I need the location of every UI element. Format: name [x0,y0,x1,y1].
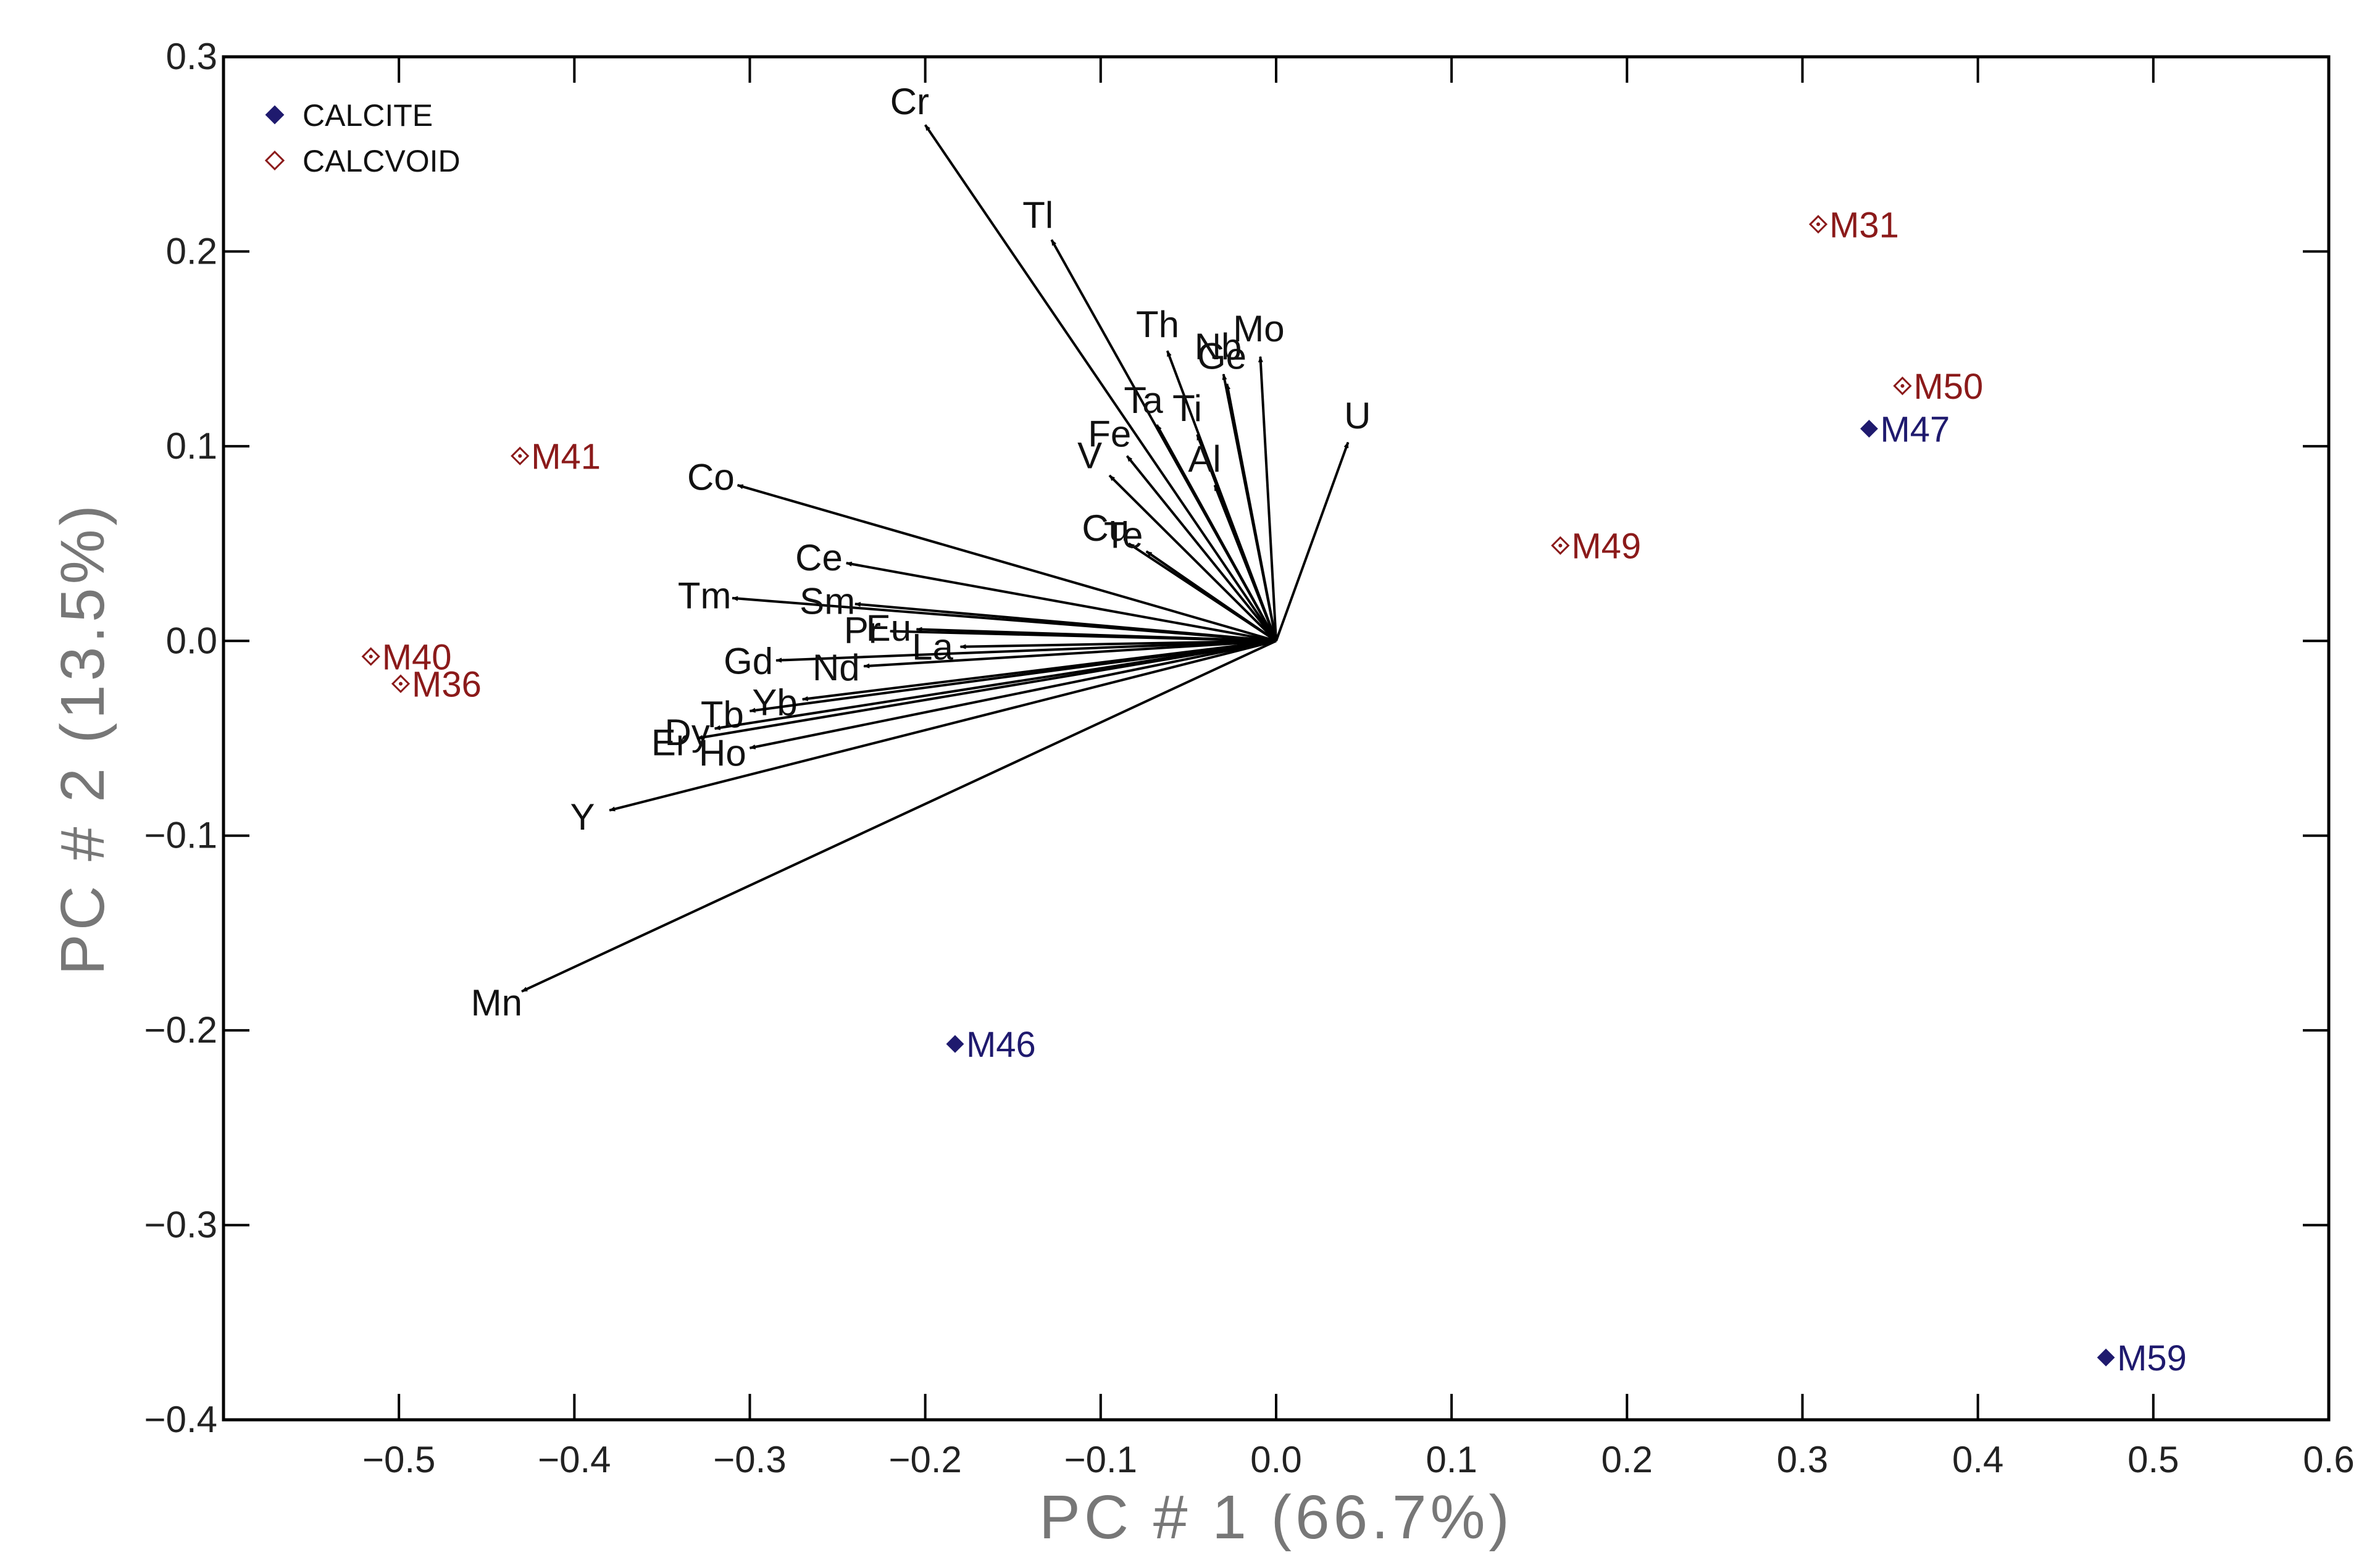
loading-arrow-v [1108,474,1277,642]
y-tick-label: 0.2 [166,230,217,272]
data-point-center [369,654,373,659]
legend-marker-calcite [265,105,285,125]
loading-label-nb: Nb [1195,326,1242,367]
loading-label-mn: Mn [471,982,522,1023]
x-tick-label: 0.1 [1426,1439,1477,1480]
loading-arrow-ge [1225,383,1277,641]
legend-marker-calcvoid [264,150,285,171]
loading-label-al: Al [1188,438,1221,480]
loading-label-pr: Pr [844,609,881,651]
x-tick-label: 0.3 [1777,1439,1828,1480]
x-axis-label: PC # 1 (66.7%) [1039,1483,1513,1552]
loading-label-ti: Ti [1172,388,1202,429]
data-point-label-m36: M36 [412,665,482,705]
loading-arrow-ce [845,561,1277,643]
data-point-center [399,681,403,686]
data-point-m59 [2097,1348,2115,1367]
y-tick-label: −0.3 [144,1204,217,1246]
loading-label-te: Te [1104,515,1143,556]
loading-label-nd: Nd [812,647,860,688]
legend: CALCITE CALCVOID [264,98,461,178]
data-point-label-m59: M59 [2117,1338,2187,1378]
data-point-label-m50: M50 [1913,367,1983,407]
y-tick-label: −0.1 [144,815,217,856]
legend-label-calcvoid: CALCVOID [303,144,461,178]
loading-arrow-er [696,640,1277,740]
y-tick-label: 0.3 [166,36,217,77]
loading-label-tl: Tl [1022,194,1053,236]
loading-label-eu: Eu [866,607,911,649]
data-point-center [1558,543,1563,548]
loading-arrow-ta [1156,424,1277,642]
loading-arrow-u [1275,441,1350,641]
loading-label-sm: Sm [800,580,855,622]
data-point-label-m47: M47 [1880,409,1950,449]
data-point-label-m41: M41 [531,437,601,477]
axis-ticks: −0.5 −0.4 −0.3 −0.2 −0.1 0.0 0.1 0.2 0.3 0.4 0.5 0.… [144,36,2355,1480]
x-tick-label: 0.4 [1952,1439,2003,1480]
x-tick-label: −0.5 [362,1439,435,1480]
data-point-label-m31: M31 [1829,205,1899,245]
data-point-m46 [946,1035,964,1053]
loading-arrow-y [609,640,1277,812]
y-axis-label: PC # 2 (13.5%) [48,501,117,975]
loading-label-ho: Ho [699,733,746,774]
x-tick-label: −0.4 [538,1439,611,1480]
loading-label-u: U [1344,395,1371,436]
data-point-label-m49: M49 [1571,527,1641,567]
x-tick-label: 0.2 [1601,1439,1653,1480]
plot-area-frame [222,55,2331,1422]
loading-arrow-mn [521,640,1277,993]
loading-arrow-tb [749,640,1277,713]
legend-label-calcite: CALCITE [303,98,433,133]
loading-label-er: Er [651,722,688,763]
data-point-m47 [1860,420,1878,438]
loading-arrow-eu [916,627,1277,643]
y-tick-label: −0.2 [144,1009,217,1051]
loading-label-cu: Cu [1082,507,1129,549]
loading-label-fe: Fe [1088,414,1131,455]
loading-arrow-fe [1125,455,1277,642]
loading-arrow-te [1145,550,1277,642]
loading-label-cr: Cr [890,81,929,122]
y-tick-label: 0.0 [166,620,217,661]
loading-label-dy: Dy [665,712,710,753]
loading-arrow-co [737,484,1277,643]
loading-label-th: Th [1136,304,1179,345]
loading-arrow-ho [749,640,1277,749]
loading-label-ta: Ta [1124,380,1163,421]
loading-label-mo: Mo [1233,308,1284,349]
loading-arrow-al [1213,485,1277,642]
loading-arrow-gd [775,640,1277,663]
x-tick-label: −0.2 [888,1439,961,1480]
x-tick-label: 0.0 [1250,1439,1301,1480]
data-point-center [518,454,522,458]
loading-label-ge: Ge [1197,336,1246,377]
x-tick-label: −0.1 [1064,1439,1137,1480]
loading-label-tm: Tm [678,575,732,616]
loading-arrow-nd [863,640,1277,669]
x-tick-label: 0.5 [2127,1439,2179,1480]
x-tick-label: −0.3 [713,1439,786,1480]
data-point-label-m46: M46 [966,1025,1036,1065]
y-tick-label: −0.4 [144,1399,217,1440]
loading-label-ce: Ce [795,537,843,578]
loading-arrow-sm [854,602,1277,643]
loading-label-gd: Gd [724,641,773,682]
data-point-label-m40: M40 [382,638,452,678]
data-point-center [1816,222,1821,227]
data-point-center [1900,384,1905,388]
loading-arrow-mo [1258,356,1277,641]
y-tick-label: 0.1 [166,425,217,467]
loading-label-v: V [1077,435,1102,476]
loading-label-y: Y [570,796,595,838]
loading-arrow-cr [924,124,1277,642]
x-tick-label: 0.6 [2303,1439,2354,1480]
loading-label-co: Co [687,456,735,498]
